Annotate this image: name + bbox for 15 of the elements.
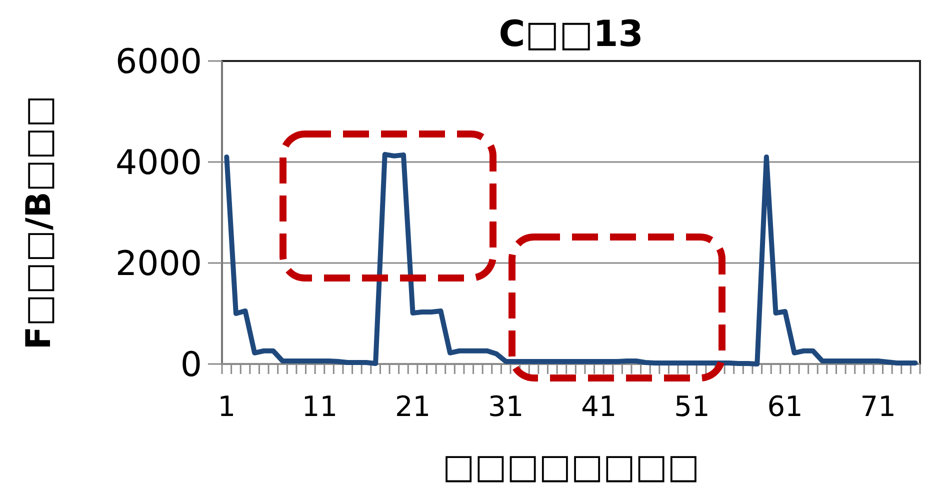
x-tick-label: 61 bbox=[767, 390, 803, 423]
x-tick-label: 41 bbox=[581, 390, 617, 423]
y-tick-label: 4000 bbox=[115, 142, 202, 183]
x-axis-title: □□□□□□□□ bbox=[442, 447, 700, 483]
x-tick-label: 71 bbox=[860, 390, 896, 423]
x-tick-label: 11 bbox=[302, 390, 338, 423]
y-tick-label: 6000 bbox=[115, 42, 202, 82]
x-tick-label: 1 bbox=[218, 390, 236, 423]
y-tick-label: 0 bbox=[180, 344, 202, 385]
chart-title: C□□13 bbox=[498, 14, 644, 55]
y-axis-title: F□□□/B□□□ bbox=[19, 95, 59, 350]
x-tick-label: 21 bbox=[394, 390, 431, 423]
x-tick-label: 51 bbox=[674, 390, 710, 423]
x-tick-label: 31 bbox=[488, 390, 524, 423]
y-tick-label: 2000 bbox=[115, 244, 202, 284]
